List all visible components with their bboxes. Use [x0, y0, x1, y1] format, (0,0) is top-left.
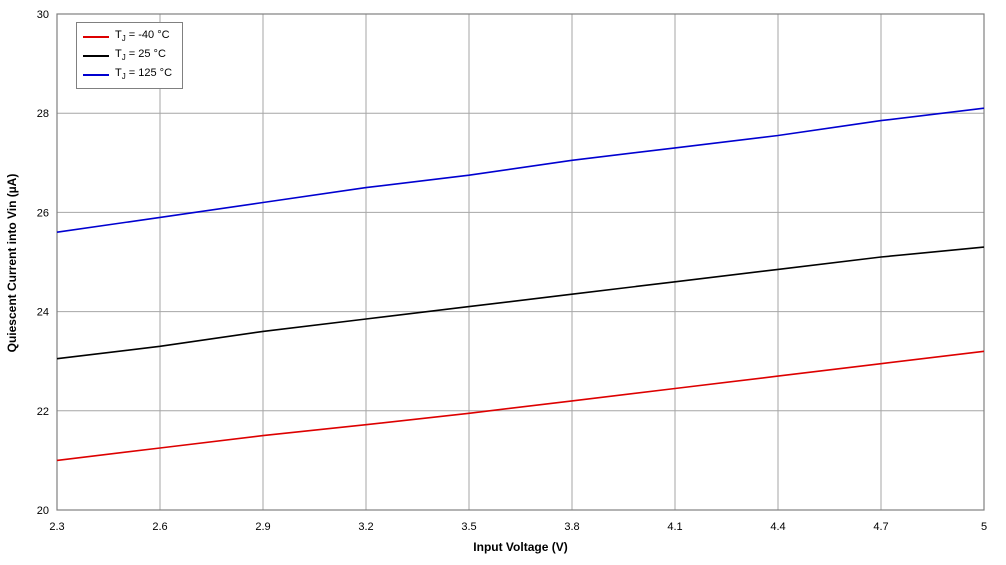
x-tick-label: 3.2 [358, 521, 373, 533]
y-tick-label: 28 [37, 108, 49, 120]
legend-label: TJ = -40 °C [115, 29, 170, 44]
x-tick-label: 4.7 [873, 521, 888, 533]
x-tick-label: 2.3 [49, 521, 64, 533]
legend-label: TJ = 25 °C [115, 48, 166, 63]
x-axis-label: Input Voltage (V) [473, 540, 568, 554]
y-axis-label: Quiescent Current into Vin (µA) [5, 173, 19, 353]
legend-line-swatch [83, 73, 109, 76]
y-tick-label: 22 [37, 406, 49, 418]
legend-entry-1: TJ = 25 °C [83, 46, 172, 65]
series-line-0 [56, 350, 985, 462]
plot-border [56, 13, 985, 511]
x-tick-label: 2.9 [255, 521, 270, 533]
x-tick-label: 3.5 [461, 521, 476, 533]
y-tick-label: 20 [37, 505, 49, 517]
x-tick-label: 4.1 [667, 521, 682, 533]
legend-entry-0: TJ = -40 °C [83, 27, 172, 46]
legend-line-swatch [83, 35, 109, 38]
x-tick-label: 4.4 [770, 521, 785, 533]
legend-entry-2: TJ = 125 °C [83, 65, 172, 84]
x-tick-label: 3.8 [564, 521, 579, 533]
legend-line-swatch [83, 54, 109, 57]
series-line-1 [56, 246, 985, 360]
y-tick-label: 24 [37, 307, 49, 319]
legend: TJ = -40 °C TJ = 25 °C TJ = 125 °C [76, 22, 184, 89]
y-tick-label: 26 [37, 207, 49, 219]
x-tick-label: 5 [981, 521, 987, 533]
legend-label: TJ = 125 °C [115, 67, 173, 82]
x-tick-label: 2.6 [152, 521, 167, 533]
series-line-2 [56, 107, 985, 233]
y-tick-label: 30 [37, 9, 49, 21]
